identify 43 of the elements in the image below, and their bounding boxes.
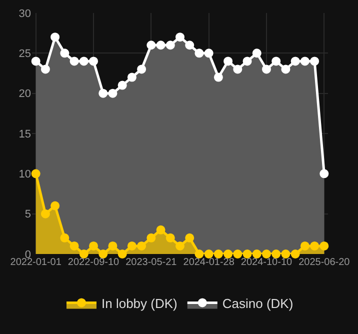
point xyxy=(204,48,214,58)
point xyxy=(300,56,310,66)
y-tick-label: 20 xyxy=(18,88,31,100)
x-tick-label: 2025-06-20 xyxy=(298,257,350,268)
y-tick-label: 25 xyxy=(18,48,31,60)
point xyxy=(98,88,108,98)
x-tick-label: 2024-10-10 xyxy=(240,257,293,268)
legend-label: In lobby (DK) xyxy=(102,296,178,311)
point xyxy=(310,56,320,66)
point xyxy=(281,64,290,74)
point xyxy=(70,56,79,66)
x-tick-label: 2023-05-21 xyxy=(126,257,178,268)
y-tick-label: 5 xyxy=(24,208,31,221)
point xyxy=(224,56,233,66)
point xyxy=(50,32,60,42)
point xyxy=(242,56,252,66)
point xyxy=(89,56,98,66)
point xyxy=(31,56,40,66)
point xyxy=(252,48,262,58)
point xyxy=(146,40,156,50)
y-tick-label: 30 xyxy=(18,8,31,20)
point xyxy=(60,48,70,58)
point xyxy=(40,64,50,74)
point xyxy=(214,72,223,82)
point xyxy=(156,40,166,50)
point xyxy=(108,88,118,98)
x-tick-label: 2022-09-10 xyxy=(68,257,120,268)
y-tick-label: 10 xyxy=(18,168,31,181)
point xyxy=(185,40,194,50)
point xyxy=(290,56,300,66)
x-tick-label: 2024-01-28 xyxy=(183,257,235,268)
point xyxy=(262,64,271,74)
point xyxy=(118,80,127,90)
y-tick-label: 15 xyxy=(18,128,31,140)
point xyxy=(194,48,204,58)
point xyxy=(166,40,175,50)
legend-label: Casino (DK) xyxy=(222,296,294,311)
point xyxy=(176,32,184,42)
point xyxy=(233,64,242,74)
point xyxy=(272,56,281,66)
point xyxy=(127,72,136,82)
point xyxy=(79,56,88,66)
point xyxy=(137,64,146,74)
